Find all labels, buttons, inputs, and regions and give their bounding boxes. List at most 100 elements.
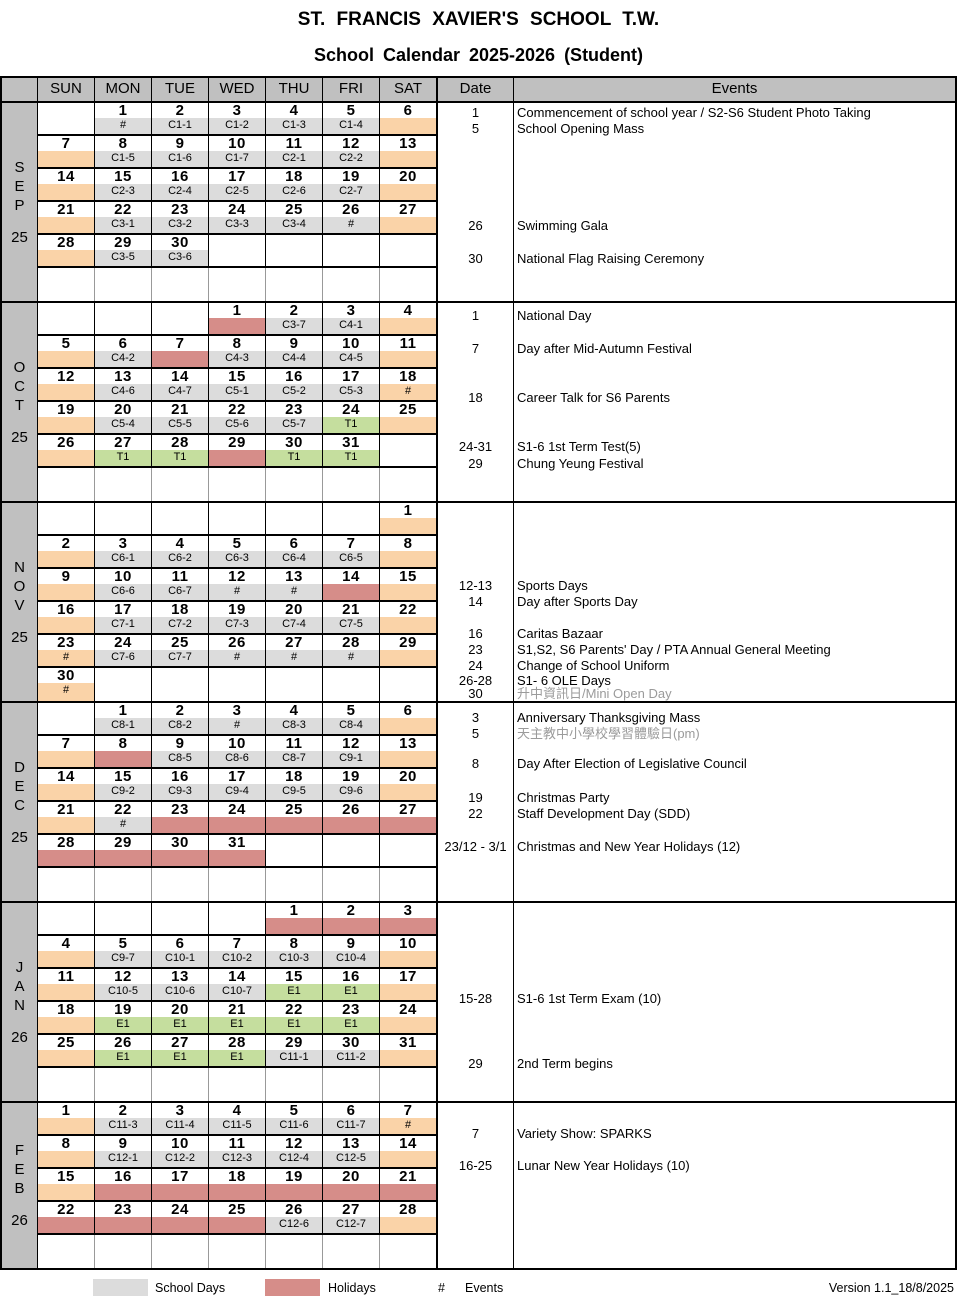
day-code [380,118,436,134]
day-cell: 10 C6-6 [95,569,152,600]
day-cell: 1 # [95,103,152,134]
week-row: 30 # [38,668,436,701]
month-year: 25 [11,428,28,446]
month-grid-feb: 1 2 C11-3 3 C11-4 4 C11-5 5 C11-6 6 C11-7 7 #8 9 C12-1… [38,1103,438,1268]
day-number: 28 [342,635,360,651]
event-date: 24-31 [458,439,493,454]
day-cell: 17 C2-5 [209,169,266,200]
day-code: E1 [266,984,322,1000]
month-year: 26 [11,1028,28,1046]
day-code: C11-7 [323,1118,379,1134]
day-cell: 6 [380,703,436,734]
month-grid-sep: 1 #2 C1-1 3 C1-2 4 C1-3 5 C1-4 6 7 8 C1-5 9 C1-6 10 C1-7… [38,103,438,301]
day-number [38,703,94,718]
day-number: 11 [285,136,303,152]
day-number: 24 [228,202,246,218]
day-code: C12-4 [266,1151,322,1167]
day-number: 4 [232,1103,242,1119]
day-code: C10-7 [209,984,265,1000]
day-code [38,951,94,967]
event-text: Swimming Gala [517,218,609,233]
day-cell: 22 E1 [266,1002,323,1033]
day-code [152,518,208,534]
month-block-dec: D E C 25 1 C8-1 2 C8-2 3 #4 C8-3 5 C8-4 6 7 8 9 C8-5 10 C8-… [2,703,955,903]
day-cell: 13 # [266,569,323,600]
day-cell: 20 [323,1169,380,1200]
week-row: 21 22 #23 24 25 26 27 [38,802,436,835]
day-code: C7-7 [152,650,208,666]
day-code [38,151,94,167]
day-code [380,718,436,734]
day-cell: 27 # [266,635,323,666]
day-cell: 16 C9-3 [152,769,209,800]
day-cell: 9 C1-6 [152,136,209,167]
week-row-blank [38,868,436,901]
day-code: C6-3 [209,551,265,567]
month-letter: S [14,158,25,176]
day-cell: 25 C3-4 [266,202,323,233]
day-cell [95,1068,152,1101]
day-cell: 7 C10-2 [209,936,266,967]
day-code [380,817,436,833]
day-cell: 14 [38,169,95,200]
day-code [266,683,322,701]
day-code: C6-6 [95,584,151,600]
date-column-jan: 15-28 29 [438,903,514,1101]
day-code: C2-7 [323,184,379,200]
day-code [323,1184,379,1200]
day-cell [38,903,95,934]
day-code [323,584,379,600]
day-cell: 19 C9-6 [323,769,380,800]
day-code [38,217,94,233]
day-code [380,318,436,334]
day-header-tue: TUE [152,78,209,101]
day-code [323,250,379,266]
day-cell [38,103,95,134]
day-code: C12-7 [323,1217,379,1233]
day-code [95,751,151,767]
day-header-wed: WED [209,78,266,101]
day-number: 6 [289,536,299,552]
day-number: 23 [57,635,75,651]
day-number: 9 [175,736,185,752]
day-number: 24 [228,802,246,818]
day-code: C4-6 [95,384,151,400]
day-number [38,103,94,118]
day-code: C8-3 [266,718,322,734]
events-hash-symbol: # [438,1281,445,1295]
day-number: 26 [57,435,75,451]
day-number [38,903,94,918]
day-code: # [95,817,151,833]
event-date: 5 [471,121,480,136]
week-row: 1 C8-1 2 C8-2 3 #4 C8-3 5 C8-4 6 [38,703,436,736]
day-number: 28 [57,835,75,851]
day-code [95,850,151,866]
day-number: 17 [171,1169,189,1185]
day-cell: 13 [380,136,436,167]
day-code [323,850,379,866]
day-code [152,817,208,833]
day-header-mon: MON [95,78,152,101]
day-number: 30 [171,235,189,251]
day-cell: 4 C11-5 [209,1103,266,1134]
day-cell: 30 C11-2 [323,1035,380,1066]
day-cell [152,503,209,534]
week-row: 1 #2 C1-1 3 C1-2 4 C1-3 5 C1-4 6 [38,103,436,136]
legend-school-days-label: School Days [155,1281,226,1295]
day-code [323,817,379,833]
day-number: 16 [342,969,360,985]
day-cell [323,268,380,301]
day-cell: 23 C5-7 [266,402,323,433]
day-cell: 11 C6-7 [152,569,209,600]
day-code [380,417,436,433]
day-code [380,751,436,767]
day-number: 11 [399,336,417,352]
events-column-jan: S1-6 1st Term Exam (10) 2nd Term begins [514,903,955,1101]
events-column-oct: National Day Day after Mid-Autumn Festiva… [514,303,955,501]
day-cell: 7 [152,336,209,367]
day-number: 10 [228,736,246,752]
day-number: 12 [228,569,246,585]
month-label-sep: S E P 25 [2,103,38,301]
day-code: C8-1 [95,718,151,734]
day-cell: 10 [380,936,436,967]
